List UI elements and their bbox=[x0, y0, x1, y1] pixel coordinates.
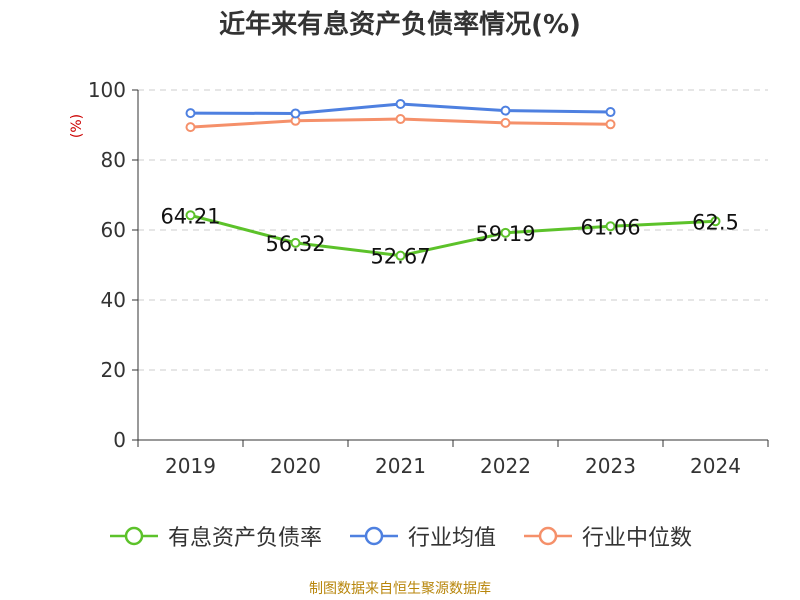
axes: 0 20 40 60 80 100 2019 2020 2021 2022 2023 2024 bbox=[88, 78, 769, 478]
data-point[interactable] bbox=[605, 119, 616, 130]
y-tick-label: 60 bbox=[101, 218, 126, 242]
x-tick-label: 2022 bbox=[480, 454, 531, 478]
legend-label: 行业均值 bbox=[407, 526, 496, 551]
data-label: 52.67 bbox=[370, 245, 430, 269]
legend-item-industry-mean[interactable]: 行业均值 bbox=[348, 520, 496, 552]
data-point[interactable] bbox=[395, 114, 406, 125]
data-label: 56.32 bbox=[265, 232, 325, 256]
y-tick-label: 20 bbox=[101, 358, 126, 382]
data-point[interactable] bbox=[290, 237, 301, 248]
grid-lines bbox=[138, 89, 768, 371]
data-point[interactable] bbox=[395, 99, 406, 109]
data-label: 62.5 bbox=[692, 210, 739, 234]
data-label: 64.21 bbox=[160, 204, 220, 228]
data-labels: 64.21 56.32 52.67 59.19 61.06 62.5 bbox=[160, 204, 738, 268]
chart-title: 近年来有息资产负债率情况(%) bbox=[219, 10, 581, 40]
data-label: 61.06 bbox=[580, 215, 640, 239]
series-line bbox=[190, 213, 716, 258]
data-point[interactable] bbox=[710, 216, 721, 227]
data-point[interactable] bbox=[500, 105, 511, 116]
series-lines bbox=[185, 99, 721, 261]
x-tick-label: 2019 bbox=[165, 454, 216, 478]
data-point[interactable] bbox=[605, 107, 616, 118]
x-tick-label: 2020 bbox=[270, 454, 321, 478]
data-point[interactable] bbox=[500, 117, 511, 128]
y-tick-label: 40 bbox=[101, 288, 126, 312]
legend-label: 行业中位数 bbox=[582, 526, 693, 551]
legend-item-industry-median[interactable]: 行业中位数 bbox=[522, 520, 692, 552]
data-point[interactable] bbox=[185, 210, 196, 221]
legend-label: 有息资产负债率 bbox=[167, 526, 322, 551]
x-tick-label: 2024 bbox=[690, 454, 741, 478]
y-tick-label: 80 bbox=[101, 148, 126, 172]
legend-item-interest-bearing-debt-ratio[interactable]: 有息资产负债率 bbox=[108, 520, 322, 552]
data-label: 59.19 bbox=[475, 222, 535, 246]
x-tick-label: 2023 bbox=[585, 454, 636, 478]
y-axis-label: (%) bbox=[69, 114, 85, 138]
source-note: 制图数据来自恒生聚源数据库 bbox=[309, 581, 491, 597]
y-tick-label: 0 bbox=[113, 428, 126, 452]
data-point[interactable] bbox=[395, 250, 406, 261]
legend-line-icon bbox=[524, 526, 572, 546]
data-point[interactable] bbox=[290, 108, 301, 119]
data-point[interactable] bbox=[500, 227, 511, 238]
legend-line-icon bbox=[109, 526, 158, 546]
data-point[interactable] bbox=[605, 221, 616, 232]
legend: 有息资产负债率 行业均值 行业中位数 bbox=[0, 520, 800, 552]
data-point[interactable] bbox=[185, 122, 196, 133]
legend-line-icon bbox=[349, 526, 398, 546]
data-point[interactable] bbox=[185, 108, 196, 119]
x-tick-label: 2021 bbox=[375, 454, 426, 478]
y-tick-label: 100 bbox=[88, 78, 126, 102]
